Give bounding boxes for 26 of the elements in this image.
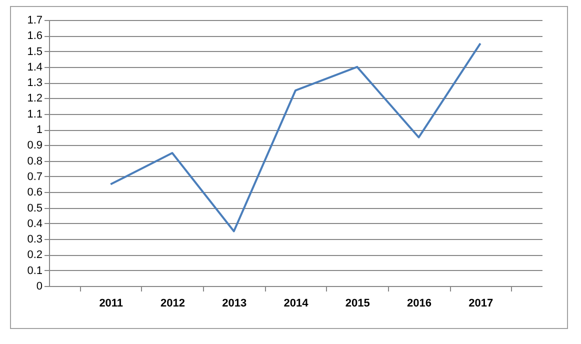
y-tick-label: 0.6 — [27, 186, 42, 199]
y-tick-label: 0 — [36, 280, 42, 292]
y-tick-label: 1.3 — [27, 77, 42, 90]
x-tick-label: 2015 — [345, 298, 370, 310]
line-series — [110, 42, 482, 232]
y-tick-label: 1 — [36, 124, 42, 136]
x-tick-label: 2013 — [222, 298, 247, 310]
y-tick-label: 0.1 — [27, 264, 42, 277]
y-tick-label: 1.5 — [27, 46, 42, 58]
x-tick-label: 2014 — [284, 298, 310, 310]
y-tick-label: 0.9 — [27, 140, 42, 152]
y-tick-label: 1.1 — [27, 108, 42, 120]
y-tick-label: 1.2 — [27, 92, 42, 105]
y-tick-label: 0.4 — [27, 218, 42, 230]
x-tick-label: 2016 — [407, 298, 432, 310]
x-tick-label: 2017 — [468, 298, 494, 310]
y-tick-label: 0.7 — [27, 170, 42, 183]
x-tick-label: 2012 — [160, 298, 185, 310]
x-tick-label: 2011 — [99, 298, 124, 310]
y-tick-label: 1.4 — [27, 61, 42, 74]
y-tick-label: 1.7 — [27, 14, 42, 26]
y-tick-label: 0.2 — [27, 249, 42, 262]
y-tick-label: 0.5 — [27, 202, 42, 214]
y-tick-label: 1.6 — [27, 30, 42, 42]
y-tick-label: 0.3 — [27, 234, 42, 246]
y-tick-label: 0.8 — [27, 155, 42, 168]
